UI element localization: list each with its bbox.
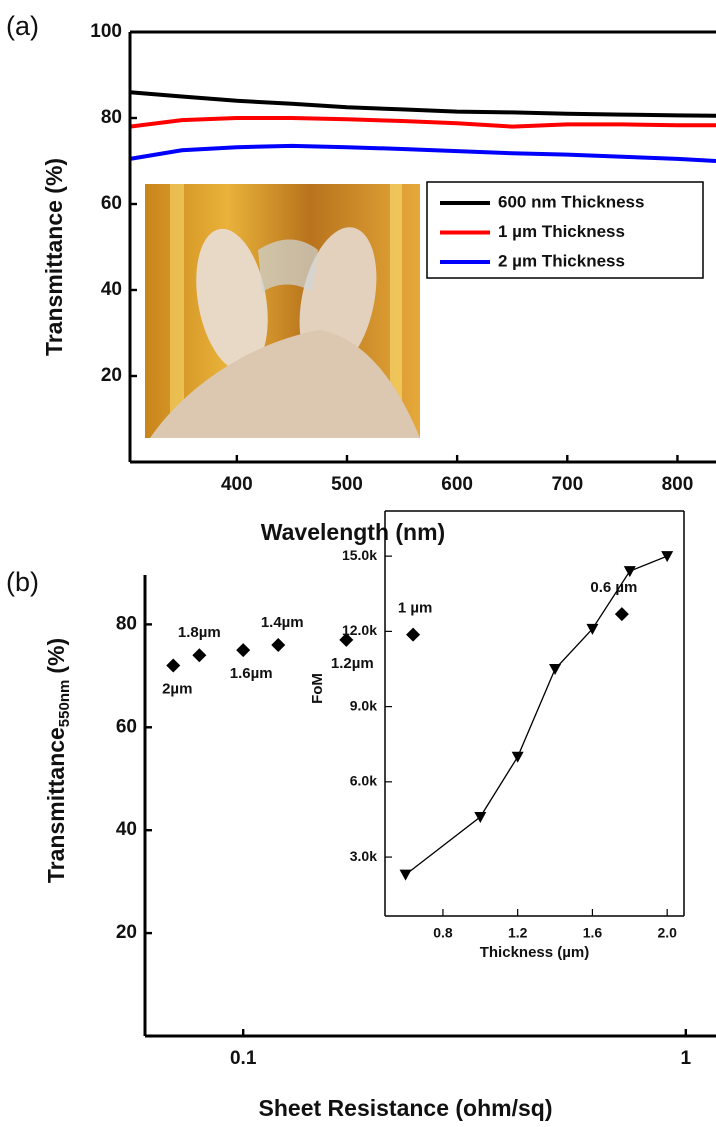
x-axis-label: Sheet Resistance (ohm/sq) [259,1095,553,1121]
x-tick-label: 0.8 [433,925,453,941]
point-label: 1.2µm [331,655,374,672]
y-axis-label-main: Transmittance [43,727,69,883]
y-tick-label: 40 [116,819,137,840]
data-point [661,551,673,562]
point-label: 2µm [162,681,192,698]
data-point [271,638,285,652]
y-axis-label: Transmittance (%) [41,158,67,356]
y-tick-label: 3.0k [350,848,377,864]
x-axis-label: Wavelength (nm) [261,519,445,545]
y-tick-label: 100 [90,21,122,42]
x-tick-label: 1.2 [508,925,528,941]
point-label: 1 µm [398,600,433,617]
x-tick-label: 1 [681,1048,692,1069]
panel-label: (b) [6,567,39,597]
x-tick-label: 0.1 [230,1048,257,1069]
y-tick-label: 80 [116,613,137,634]
y-tick-label: 80 [101,107,122,128]
y-axis-label: Transmittance550nm (%) [43,638,73,883]
point-label: 0.6 µm [590,579,637,596]
data-point [549,664,561,675]
point-label: 1.8µm [178,624,221,641]
data-point [166,659,180,673]
y-axis-label: FoM [309,673,326,704]
y-tick-label: 60 [116,716,137,737]
x-tick-label: 2.0 [657,925,677,941]
data-point [192,648,206,662]
y-tick-label: 40 [101,279,122,300]
data-point [236,643,250,657]
point-label: 1.4µm [261,614,304,631]
y-tick-label: 6.0k [350,773,377,789]
panel-label: (a) [6,11,39,41]
legend-label: 1 µm Thickness [498,222,625,241]
y-tick-label: 60 [101,193,122,214]
series-line [130,92,716,116]
data-point [474,812,486,823]
data-point [406,628,420,642]
x-tick-label: 800 [662,474,694,495]
y-tick-label: 15.0k [342,547,377,563]
x-tick-label: 400 [221,474,253,495]
y-tick-label: 20 [101,365,122,386]
data-point [400,870,412,881]
y-tick-label: 20 [116,922,137,943]
y-tick-label: 9.0k [350,697,377,713]
legend-label: 600 nm Thickness [498,192,644,211]
figure: 20 40 60 80 100 400 500 600 700 800 Wavelength (nm… [0,0,716,1127]
series-line [406,556,668,875]
x-tick-label: 500 [331,474,363,495]
x-tick-label: 700 [551,474,583,495]
series-line [130,146,716,161]
legend-label: 2 µm Thickness [498,251,625,270]
y-axis-label-subscript: 550nm [56,680,73,728]
data-point [624,566,636,577]
x-axis-label: Thickness (µm) [480,944,590,961]
series-line [130,118,716,127]
inset-photo [145,184,420,438]
point-label: 1.6µm [230,665,273,682]
data-point [512,752,524,763]
data-point [615,607,629,621]
x-tick-label: 1.6 [583,925,603,941]
x-tick-label: 600 [441,474,473,495]
y-tick-label: 12.0k [342,622,377,638]
y-axis-label-unit: (%) [43,638,69,674]
